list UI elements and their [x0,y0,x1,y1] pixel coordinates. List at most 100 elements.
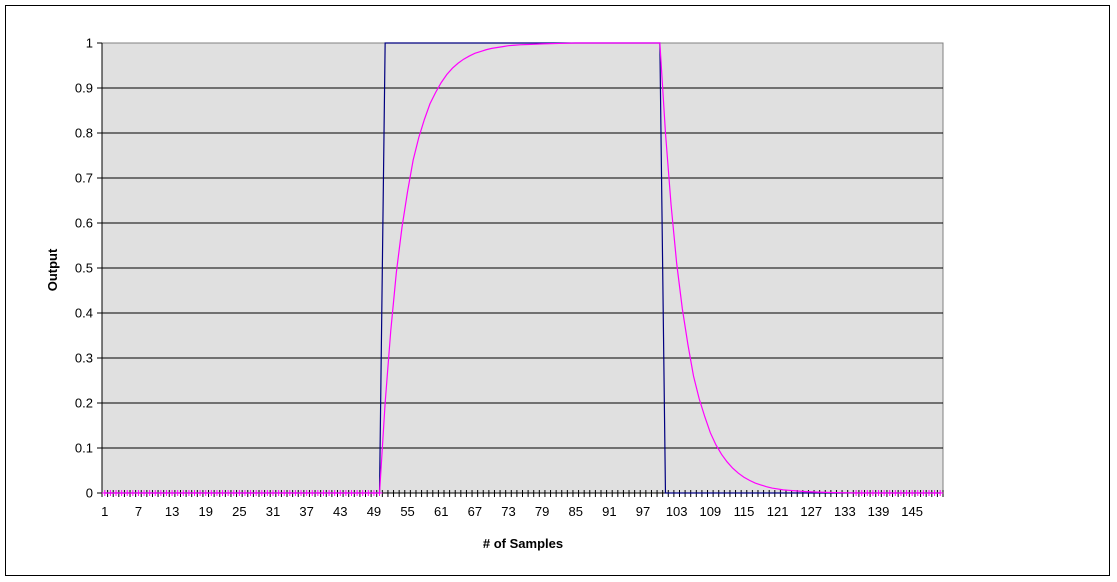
series-2-marker [101,490,108,496]
series-2-marker [146,490,153,496]
series-2-marker [914,490,921,496]
series-2-marker [909,490,916,496]
series-2-marker [897,490,904,496]
series-2-marker [281,490,288,496]
x-tick-label: 55 [400,504,414,519]
x-tick-label: 109 [699,504,721,519]
x-tick-label: 43 [333,504,347,519]
series-2-marker [157,490,164,496]
series-2-marker [875,490,882,496]
series-2-marker [286,490,293,496]
y-tick-label: 0.6 [75,216,93,231]
x-tick-label: 139 [868,504,890,519]
y-tick-label: 1 [86,36,93,51]
series-2-marker [298,490,305,496]
series-2-marker [107,490,114,496]
series-2-marker [331,490,338,496]
y-tick-label: 0.3 [75,351,93,366]
x-tick-label: 31 [266,504,280,519]
x-tick-label: 1 [101,504,108,519]
x-tick-label: 13 [165,504,179,519]
y-tick-label: 0.8 [75,126,93,141]
series-2-marker [337,490,344,496]
series-2-marker [208,490,215,496]
x-tick-label: 49 [367,504,381,519]
x-tick-label: 121 [767,504,789,519]
x-tick-label: 97 [636,504,650,519]
series-2-marker [180,490,187,496]
x-tick-label: 145 [901,504,923,519]
series-2-marker [247,490,254,496]
y-axis-title: Output [45,248,60,291]
x-tick-label: 25 [232,504,246,519]
series-2-line [104,42,941,494]
series-2-marker [359,490,366,496]
series-2-marker [118,490,125,496]
series-2-marker [141,490,148,496]
series-2-marker [881,490,888,496]
line-chart: 0 0.1 0.2 0.3 0.4 0.5 0.6 0.7 0.8 0.9 1 1 7 13 19 25 31… [45,36,944,551]
series-2-marker [258,490,265,496]
chart-frame: 0 0.1 0.2 0.3 0.4 0.5 0.6 0.7 0.8 0.9 1 1 7 13 19 25 31… [5,5,1110,576]
y-tick-label: 0.5 [75,261,93,276]
series-2-marker [113,490,120,496]
series-2-marker [241,490,248,496]
series-2-marker [275,490,282,496]
series-2-marker [236,490,243,496]
x-tick-label: 37 [299,504,313,519]
y-tick-label: 0.9 [75,81,93,96]
series-2-marker [370,490,377,496]
series-2-marker [163,490,170,496]
series-2-marker [191,490,198,496]
series-2-marker [292,490,299,496]
series-2-marker [124,490,131,496]
series-2-marker [264,490,271,496]
y-tick-labels: 0 0.1 0.2 0.3 0.4 0.5 0.6 0.7 0.8 0.9 1 [75,36,93,501]
series-2-marker [225,490,232,496]
series-2-marker [858,490,865,496]
marker-layer [101,490,944,496]
x-tick-label: 79 [535,504,549,519]
x-tick-label: 133 [834,504,856,519]
x-tick-label: 91 [602,504,616,519]
series-2-marker [185,490,192,496]
series-2-marker [320,490,327,496]
x-axis-title: # of Samples [483,536,563,551]
series-2-marker [354,490,361,496]
series-2-marker [309,490,316,496]
series-2-marker [869,490,876,496]
series-2-marker [937,490,944,496]
x-tick-label: 67 [468,504,482,519]
y-tick-label: 0.1 [75,441,93,456]
plot-area [97,42,944,497]
series-2-marker [152,490,159,496]
x-tick-label: 103 [666,504,688,519]
x-tick-label: 127 [800,504,822,519]
series-2-marker [348,490,355,496]
series-2-marker [920,490,927,496]
y-tick-label: 0.4 [75,306,93,321]
series-2-marker [864,490,871,496]
series-2-marker [892,490,899,496]
y-tick-label: 0 [86,486,93,501]
x-tick-label: 19 [198,504,212,519]
x-tick-label: 7 [135,504,142,519]
series-2-marker [853,490,860,496]
series-2-marker [365,490,372,496]
x-tick-labels: 1 7 13 19 25 31 37 43 49 55 61 67 73 79 85 91 97 103 109 11… [101,504,923,519]
x-tick-label: 61 [434,504,448,519]
x-tick-label: 73 [501,504,515,519]
series-2-marker [135,490,142,496]
y-tick-label: 0.2 [75,396,93,411]
series-2-marker [303,490,310,496]
series-2-marker [314,490,321,496]
series-2-marker [925,490,932,496]
series-2-marker [253,490,260,496]
series-2-marker [230,490,237,496]
series-2-marker [174,490,181,496]
x-tick-label: 85 [569,504,583,519]
series-2-marker [342,490,349,496]
series-2-marker [376,490,383,496]
series-2-marker [931,490,938,496]
y-tick-label: 0.7 [75,171,93,186]
